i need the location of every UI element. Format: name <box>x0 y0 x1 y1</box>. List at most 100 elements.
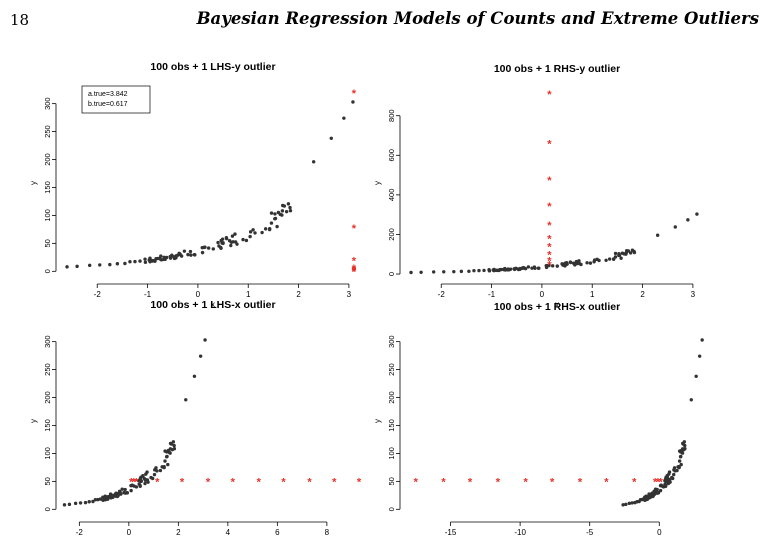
outlier-point: * <box>604 477 609 489</box>
data-point <box>198 354 203 358</box>
data-point <box>115 262 120 266</box>
data-point <box>670 475 674 480</box>
data-point <box>218 245 223 250</box>
data-point <box>233 232 237 236</box>
data-point <box>613 255 618 259</box>
data-point <box>169 442 174 446</box>
data-point <box>147 258 151 262</box>
legend-entry: a.true=3.842 <box>88 91 128 98</box>
data-point <box>624 250 629 255</box>
x-tick-label: 3 <box>691 290 696 299</box>
x-tick-label: 0 <box>127 528 132 537</box>
legend-box <box>81 85 151 114</box>
outlier-point: * <box>496 477 501 489</box>
data-point <box>419 270 423 274</box>
data-point <box>617 253 622 258</box>
data-point <box>62 503 67 507</box>
data-point <box>494 268 499 273</box>
data-point <box>172 447 177 451</box>
data-point <box>459 269 464 274</box>
y-axis-label: y <box>29 181 38 185</box>
data-point <box>116 493 120 498</box>
data-point <box>154 257 158 261</box>
data-point <box>273 216 278 221</box>
data-point <box>568 260 573 264</box>
data-point <box>143 260 148 264</box>
data-point <box>655 233 660 237</box>
x-axis-label: x <box>211 300 215 309</box>
x-tick-label: 8 <box>325 528 330 537</box>
data-point <box>686 218 690 222</box>
outlier-point: * <box>578 477 583 489</box>
outlier-point: * <box>352 265 357 277</box>
chart-title: 100 obs + 1 RHS-x outlier <box>494 301 620 313</box>
data-point <box>150 259 155 263</box>
data-point <box>129 488 133 493</box>
chart-panel-3: 100 obs + 1 LHS-x outlier -2 0 2 4 6 8 0 50 100 15… <box>29 299 362 540</box>
x-tick-label: 0 <box>196 290 201 299</box>
y-tick-label: 0 <box>43 269 52 273</box>
y-tick-label: 800 <box>387 109 396 122</box>
data-point <box>351 100 355 104</box>
data-point <box>677 459 682 463</box>
data-point <box>253 231 257 235</box>
data-point <box>288 205 292 210</box>
y-tick-label: 300 <box>43 97 52 110</box>
data-point <box>619 256 623 260</box>
data-point <box>533 266 537 271</box>
data-point <box>588 261 593 265</box>
data-point <box>288 209 293 213</box>
data-point <box>248 234 252 239</box>
data-point <box>555 264 559 268</box>
data-point <box>689 398 693 402</box>
data-point <box>565 262 569 266</box>
data-point <box>661 485 666 489</box>
data-point <box>158 257 162 261</box>
outlier-point: * <box>352 263 357 275</box>
data-point <box>203 338 207 342</box>
y-tick-label: 200 <box>43 391 52 404</box>
data-point <box>93 498 98 502</box>
data-point <box>621 503 625 507</box>
chart-panel-1: 100 obs + 1 LHS-y outlier -2 -1 0 1 2 3 0 50 100 1… <box>29 61 357 309</box>
data-point <box>87 500 91 504</box>
data-point <box>123 261 127 266</box>
data-point <box>224 235 229 240</box>
data-point <box>87 263 92 268</box>
data-point <box>149 475 153 480</box>
x-tick-label: 3 <box>347 290 352 299</box>
outlier-point: * <box>231 477 236 489</box>
outlier-point: * <box>656 477 661 489</box>
y-tick-label: 200 <box>387 391 396 404</box>
data-point <box>168 256 173 260</box>
data-point <box>138 483 142 488</box>
data-point <box>628 251 633 255</box>
data-point <box>697 354 702 358</box>
x-tick-label: 0 <box>540 290 545 299</box>
outlier-point: * <box>547 175 552 187</box>
data-point <box>607 257 612 261</box>
data-point <box>547 263 551 268</box>
y-tick-label: 50 <box>43 477 52 485</box>
x-tick-label: -15 <box>445 528 457 537</box>
data-point <box>431 270 436 274</box>
data-point <box>244 238 249 243</box>
data-point <box>679 454 683 459</box>
data-point <box>119 492 123 496</box>
data-point <box>560 262 564 266</box>
y-tick-label: 150 <box>43 419 52 432</box>
outlier-point: * <box>352 255 357 267</box>
data-point <box>133 259 137 264</box>
y-tick-label: 150 <box>387 419 396 432</box>
data-point <box>67 502 72 507</box>
data-point <box>665 473 669 478</box>
x-axis-label: x <box>211 538 215 540</box>
data-point <box>673 225 677 229</box>
data-point <box>503 266 507 271</box>
data-point <box>506 267 510 271</box>
data-point <box>192 374 197 378</box>
outlier-point: * <box>206 477 211 489</box>
data-point <box>162 255 166 260</box>
outlier-point: * <box>352 265 357 277</box>
